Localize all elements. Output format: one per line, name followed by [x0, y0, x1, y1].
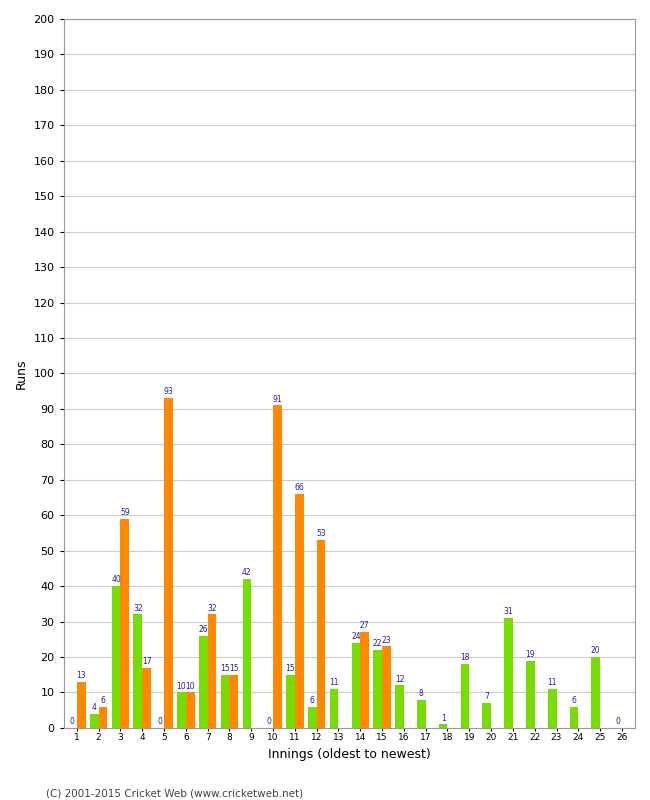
- Bar: [461, 664, 469, 728]
- Text: 8: 8: [419, 689, 424, 698]
- Text: 27: 27: [360, 622, 369, 630]
- Text: 32: 32: [207, 604, 217, 613]
- Text: 20: 20: [591, 646, 601, 655]
- Bar: [273, 406, 281, 728]
- Text: 15: 15: [285, 664, 295, 673]
- Bar: [177, 693, 186, 728]
- Text: 4: 4: [92, 703, 97, 712]
- Text: 26: 26: [198, 625, 208, 634]
- Bar: [229, 674, 238, 728]
- Bar: [482, 703, 491, 728]
- Text: 15: 15: [229, 664, 239, 673]
- Bar: [382, 646, 391, 728]
- Bar: [199, 636, 207, 728]
- Bar: [164, 398, 173, 728]
- Text: 40: 40: [111, 575, 121, 584]
- Text: 6: 6: [571, 696, 577, 705]
- Text: 10: 10: [185, 682, 195, 690]
- Text: 12: 12: [395, 674, 404, 683]
- Bar: [112, 586, 120, 728]
- Bar: [395, 686, 404, 728]
- Bar: [133, 614, 142, 728]
- Text: 23: 23: [382, 635, 391, 645]
- Text: 91: 91: [272, 394, 282, 403]
- Bar: [99, 706, 107, 728]
- Bar: [373, 650, 382, 728]
- Bar: [548, 689, 556, 728]
- Bar: [207, 614, 216, 728]
- Bar: [77, 682, 86, 728]
- Bar: [592, 657, 600, 728]
- Bar: [142, 668, 151, 728]
- Text: 93: 93: [164, 387, 174, 397]
- Bar: [186, 693, 194, 728]
- Bar: [308, 706, 317, 728]
- Text: 59: 59: [120, 508, 129, 517]
- Bar: [221, 674, 229, 728]
- Bar: [569, 706, 578, 728]
- Bar: [330, 689, 339, 728]
- Bar: [352, 643, 360, 728]
- Bar: [360, 632, 369, 728]
- Text: 11: 11: [547, 678, 557, 687]
- Text: 15: 15: [220, 664, 230, 673]
- Text: 6: 6: [101, 696, 105, 705]
- Bar: [120, 518, 129, 728]
- Text: 7: 7: [484, 692, 489, 702]
- Text: 0: 0: [615, 717, 620, 726]
- Bar: [317, 540, 326, 728]
- Bar: [286, 674, 295, 728]
- Text: 13: 13: [76, 671, 86, 680]
- Y-axis label: Runs: Runs: [15, 358, 28, 389]
- Bar: [504, 618, 513, 728]
- Text: 6: 6: [310, 696, 315, 705]
- Text: 31: 31: [504, 607, 514, 616]
- Text: 0: 0: [157, 717, 162, 726]
- Bar: [417, 699, 426, 728]
- Bar: [439, 724, 447, 728]
- Text: 17: 17: [142, 657, 151, 666]
- Text: (C) 2001-2015 Cricket Web (www.cricketweb.net): (C) 2001-2015 Cricket Web (www.cricketwe…: [46, 788, 303, 798]
- Text: 0: 0: [266, 717, 271, 726]
- X-axis label: Innings (oldest to newest): Innings (oldest to newest): [268, 748, 431, 761]
- Text: 11: 11: [330, 678, 339, 687]
- Text: 32: 32: [133, 604, 142, 613]
- Text: 1: 1: [441, 714, 445, 722]
- Bar: [90, 714, 99, 728]
- Text: 66: 66: [294, 483, 304, 492]
- Text: 24: 24: [351, 632, 361, 641]
- Bar: [526, 661, 535, 728]
- Text: 0: 0: [70, 717, 75, 726]
- Text: 19: 19: [525, 650, 535, 658]
- Bar: [242, 579, 252, 728]
- Text: 42: 42: [242, 568, 252, 578]
- Text: 53: 53: [316, 530, 326, 538]
- Bar: [295, 494, 304, 728]
- Text: 10: 10: [177, 682, 187, 690]
- Text: 22: 22: [373, 639, 382, 648]
- Text: 18: 18: [460, 654, 470, 662]
